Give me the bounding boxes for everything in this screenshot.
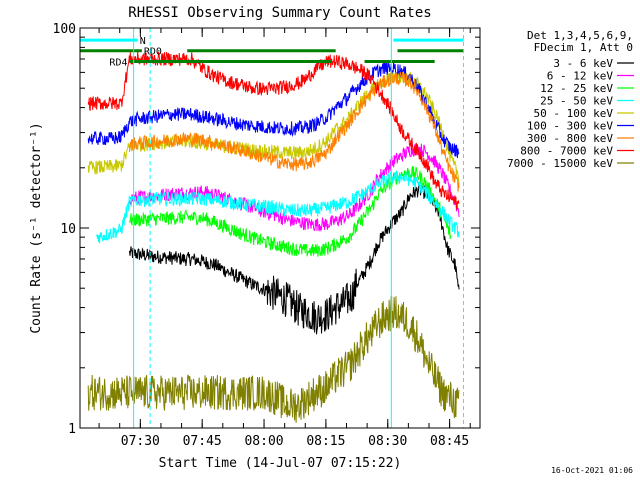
flag-label-n: N <box>140 36 146 47</box>
legend-label-6-12-kev: 6 - 12 keV <box>547 70 614 83</box>
y-tick-label: 100 <box>53 22 76 37</box>
footer-date: 16-Oct-2021 01:06 <box>551 466 633 475</box>
chart-title: RHESSI Observing Summary Count Rates <box>128 5 431 21</box>
x-axis-label: Start Time (14-Jul-07 07:15:22) <box>159 456 402 471</box>
series-line-25-50-kev <box>96 169 460 244</box>
legend-label-7000-15000-kev: 7000 - 15000 keV <box>507 157 613 170</box>
legend-label-25-50-kev: 25 - 50 keV <box>540 95 613 108</box>
legend-label-50-100-kev: 50 - 100 keV <box>534 107 614 120</box>
x-tick-label: 08:30 <box>368 434 407 449</box>
legend-label-3-6-kev: 3 - 6 keV <box>553 57 613 70</box>
legend: Det 1,3,4,5,6,9, FDecim 1, Att 0 3 - 6 k… <box>507 29 634 170</box>
y-tick-label: 1 <box>68 422 76 437</box>
axes: 1 10 100 07:30 07:45 08:00 08:15 08:30 08:45 <box>53 22 481 449</box>
series-line-7000-15000-kev <box>87 295 460 423</box>
flag-label-rd4: RD4 <box>109 57 127 68</box>
legend-label-800-7000-kev: 800 - 7000 keV <box>520 145 613 158</box>
x-tick-label: 07:45 <box>183 434 222 449</box>
flag-label-rd0: RD0 <box>144 47 162 58</box>
legend-header-2: FDecim 1, Att 0 <box>534 41 633 54</box>
legend-label-100-300-kev: 100 - 300 keV <box>527 120 613 133</box>
x-tick-label: 08:15 <box>306 434 345 449</box>
y-tick-label: 10 <box>60 222 76 237</box>
series-line-6-12-kev <box>129 143 460 232</box>
y-axis-label: Count Rate (s⁻¹ detector⁻¹) <box>29 122 44 333</box>
x-tick-label: 07:30 <box>121 434 160 449</box>
x-tick-label: 08:45 <box>430 434 469 449</box>
series-line-300-800-kev <box>129 71 460 192</box>
x-tick-label: 08:00 <box>244 434 283 449</box>
legend-label-12-25-kev: 12 - 25 keV <box>540 82 613 95</box>
legend-label-300-800-kev: 300 - 800 keV <box>527 132 613 145</box>
legend-header-1: Det 1,3,4,5,6,9, <box>527 29 633 42</box>
series-line-3-6-kev <box>129 183 460 335</box>
